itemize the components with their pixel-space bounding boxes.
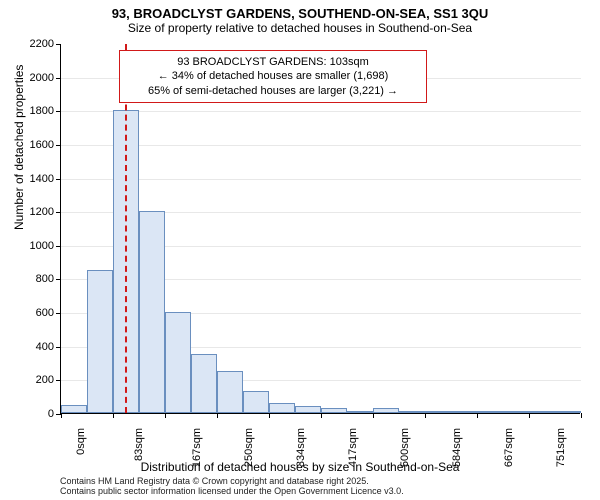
y-tick-mark bbox=[56, 279, 61, 280]
y-tick-label: 800 bbox=[0, 273, 54, 285]
y-tick-mark bbox=[56, 212, 61, 213]
histogram-bar bbox=[321, 408, 347, 413]
histogram-bar bbox=[555, 411, 581, 413]
histogram-bar bbox=[61, 405, 87, 413]
x-tick-mark bbox=[269, 413, 270, 418]
histogram-bar bbox=[295, 406, 321, 413]
gridline bbox=[61, 145, 581, 146]
x-tick-label: 0sqm bbox=[75, 428, 87, 455]
x-tick-label: 250sqm bbox=[243, 428, 255, 467]
x-tick-mark bbox=[373, 413, 374, 418]
y-tick-label: 1800 bbox=[0, 105, 54, 117]
histogram-bar bbox=[347, 411, 373, 413]
y-tick-mark bbox=[56, 313, 61, 314]
x-tick-label: 167sqm bbox=[191, 428, 203, 467]
x-tick-mark bbox=[581, 413, 582, 418]
histogram-bar bbox=[477, 411, 503, 413]
y-tick-label: 1200 bbox=[0, 206, 54, 218]
histogram-bar bbox=[217, 371, 243, 413]
y-tick-mark bbox=[56, 380, 61, 381]
callout-line-3: 65% of semi-detached houses are larger (… bbox=[128, 84, 418, 98]
page-subtitle: Size of property relative to detached ho… bbox=[0, 21, 600, 39]
y-tick-label: 2200 bbox=[0, 38, 54, 50]
page-title: 93, BROADCLYST GARDENS, SOUTHEND-ON-SEA,… bbox=[0, 0, 600, 21]
y-tick-mark bbox=[56, 44, 61, 45]
callout-line-1: 93 BROADCLYST GARDENS: 103sqm bbox=[128, 55, 418, 69]
chart-area: 93 BROADCLYST GARDENS: 103sqm← 34% of de… bbox=[60, 44, 580, 414]
y-tick-mark bbox=[56, 145, 61, 146]
plot-area: 93 BROADCLYST GARDENS: 103sqm← 34% of de… bbox=[60, 44, 580, 414]
x-tick-label: 500sqm bbox=[399, 428, 411, 467]
x-tick-mark bbox=[425, 413, 426, 418]
footer-line-2: Contains public sector information licen… bbox=[60, 487, 404, 497]
histogram-bar bbox=[529, 411, 555, 413]
y-tick-label: 200 bbox=[0, 374, 54, 386]
histogram-bar bbox=[269, 403, 295, 413]
x-tick-label: 667sqm bbox=[503, 428, 515, 467]
footer-attribution: Contains HM Land Registry data © Crown c… bbox=[60, 477, 404, 497]
x-tick-mark bbox=[529, 413, 530, 418]
callout-box: 93 BROADCLYST GARDENS: 103sqm← 34% of de… bbox=[119, 50, 427, 103]
gridline bbox=[61, 111, 581, 112]
x-tick-mark bbox=[165, 413, 166, 418]
x-tick-label: 584sqm bbox=[451, 428, 463, 467]
histogram-bar bbox=[165, 312, 191, 413]
y-tick-label: 600 bbox=[0, 307, 54, 319]
x-tick-mark bbox=[321, 413, 322, 418]
x-tick-mark bbox=[61, 413, 62, 418]
histogram-bar bbox=[243, 391, 269, 413]
y-tick-label: 1600 bbox=[0, 139, 54, 151]
x-tick-label: 334sqm bbox=[295, 428, 307, 467]
y-tick-mark bbox=[56, 179, 61, 180]
gridline bbox=[61, 179, 581, 180]
x-tick-mark bbox=[113, 413, 114, 418]
y-tick-mark bbox=[56, 347, 61, 348]
x-tick-mark bbox=[477, 413, 478, 418]
y-tick-mark bbox=[56, 246, 61, 247]
histogram-bar bbox=[503, 411, 529, 413]
y-tick-mark bbox=[56, 78, 61, 79]
callout-line-2: ← 34% of detached houses are smaller (1,… bbox=[128, 69, 418, 83]
histogram-bar bbox=[373, 408, 399, 413]
y-tick-label: 1000 bbox=[0, 240, 54, 252]
y-tick-mark bbox=[56, 111, 61, 112]
histogram-bar bbox=[87, 270, 113, 413]
x-tick-label: 751sqm bbox=[555, 428, 567, 467]
histogram-bar bbox=[191, 354, 217, 413]
histogram-bar bbox=[399, 411, 425, 413]
y-tick-label: 0 bbox=[0, 408, 54, 420]
y-tick-label: 2000 bbox=[0, 72, 54, 84]
y-tick-label: 1400 bbox=[0, 173, 54, 185]
x-tick-mark bbox=[217, 413, 218, 418]
x-tick-label: 417sqm bbox=[347, 428, 359, 467]
y-tick-label: 400 bbox=[0, 341, 54, 353]
histogram-bar bbox=[139, 211, 165, 413]
x-tick-label: 83sqm bbox=[133, 428, 145, 461]
histogram-bar bbox=[425, 411, 451, 413]
histogram-bar bbox=[451, 411, 477, 413]
